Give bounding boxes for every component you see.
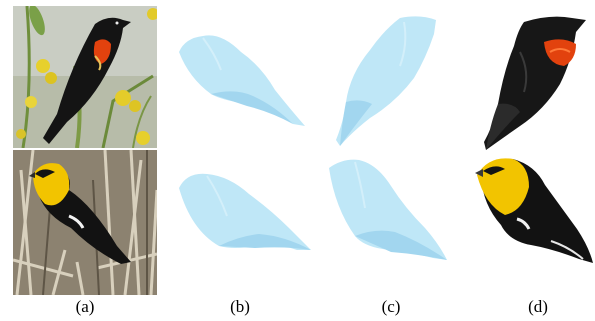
input-photo-yellowheaded-blackbird [13,150,157,295]
caption-b: (b) [230,297,250,316]
textured-reconstruction-yellowheaded-blackbird [473,155,595,267]
mesh-reconstruction-c-top [330,14,445,149]
caption-c: (c) [381,297,401,316]
mesh-reconstruction-b-bottom [175,170,315,260]
input-photo-redwinged-blackbird [13,6,157,148]
caption-d: (d) [528,297,548,316]
caption-a: (a) [75,297,95,316]
mesh-reconstruction-b-top [175,30,310,130]
mesh-reconstruction-c-bottom [325,158,450,263]
textured-reconstruction-redwinged-blackbird [480,12,590,152]
